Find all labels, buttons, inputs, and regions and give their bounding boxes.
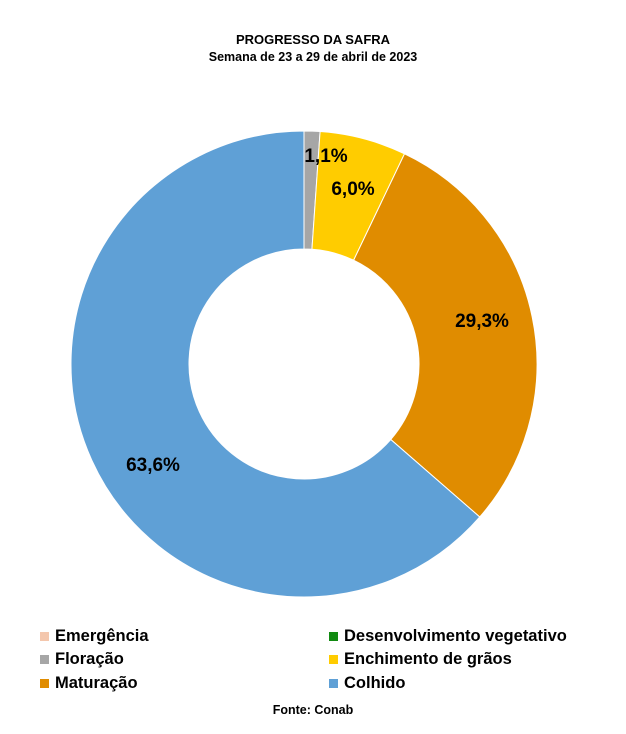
data-label-4: 29,3% — [455, 311, 509, 332]
legend-swatch-4 — [40, 679, 49, 688]
legend-item-4: Maturação — [40, 674, 138, 693]
slice-4 — [352, 153, 538, 518]
data-label-2: 1,1% — [304, 146, 347, 167]
legend-swatch-1 — [329, 632, 338, 641]
legend-label-4: Maturação — [55, 674, 138, 692]
legend-swatch-5 — [329, 679, 338, 688]
legend-label-3: Enchimento de grãos — [344, 650, 512, 668]
legend-label-1: Desenvolvimento vegetativo — [344, 627, 567, 645]
data-label-3: 6,0% — [331, 179, 374, 200]
legend-item-1: Desenvolvimento vegetativo — [329, 627, 567, 646]
legend-label-5: Colhido — [344, 674, 406, 692]
slice-5 — [70, 130, 481, 598]
chart-subtitle: Semana de 23 a 29 de abril de 2023 — [208, 50, 418, 64]
legend-item-3: Enchimento de grãos — [329, 650, 512, 669]
source-note: Fonte: Conab — [272, 703, 354, 717]
legend-label-2: Floração — [55, 650, 124, 668]
legend-swatch-2 — [40, 655, 49, 664]
legend-item-0: Emergência — [40, 627, 149, 646]
legend-item-5: Colhido — [329, 674, 405, 693]
chart-title: PROGRESSO DA SAFRA — [235, 32, 391, 47]
legend-swatch-3 — [329, 655, 338, 664]
legend-label-0: Emergência — [55, 627, 149, 645]
legend-item-2: Floração — [40, 650, 124, 669]
data-label-5: 63,6% — [126, 455, 180, 476]
legend-swatch-0 — [40, 632, 49, 641]
